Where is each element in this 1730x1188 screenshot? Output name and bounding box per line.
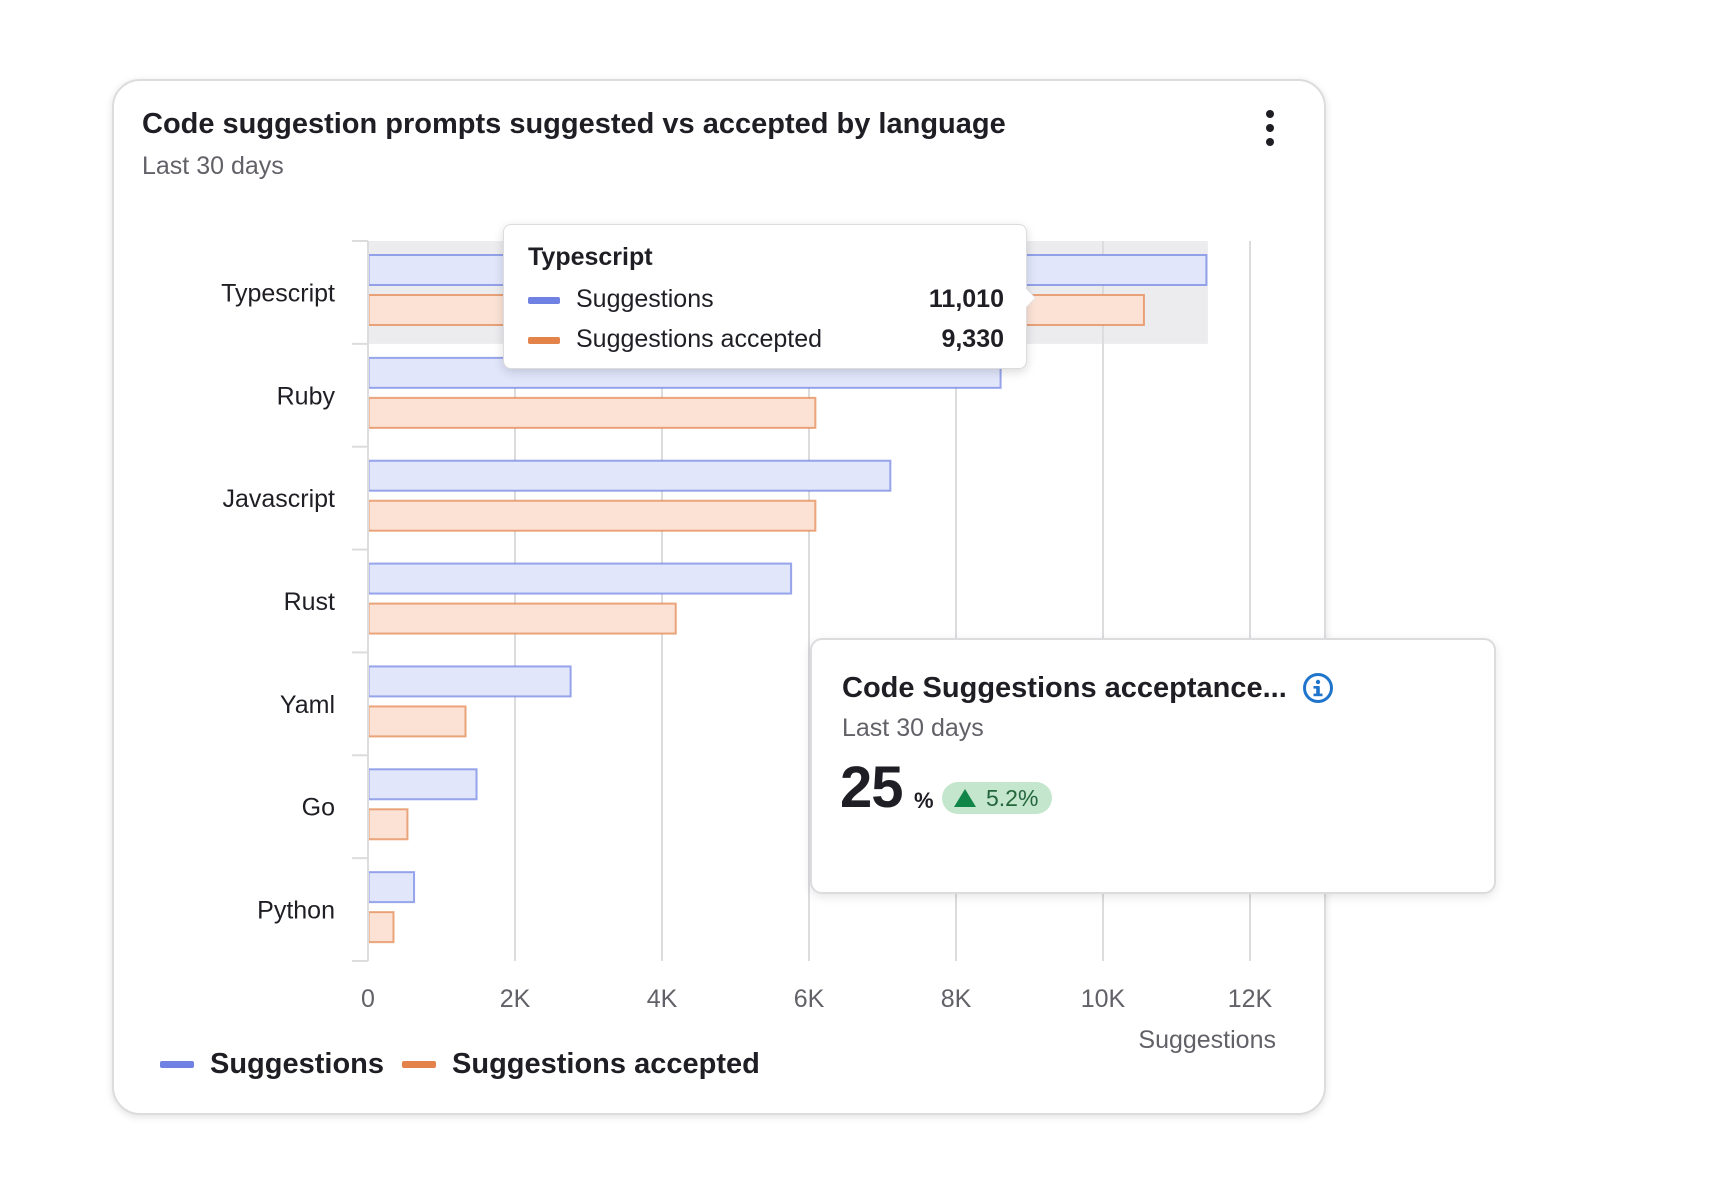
y-tick-label: Typescript bbox=[221, 279, 335, 307]
tooltip-value: 11,010 bbox=[928, 285, 1004, 313]
chart-tooltip: Typescript Suggestions 11,010 Suggestion… bbox=[503, 224, 1027, 369]
trend-value: 5.2% bbox=[986, 784, 1039, 811]
bar-suggestions-python bbox=[367, 871, 416, 904]
bar-suggestions-rust bbox=[367, 562, 793, 595]
bar-suggestions-go bbox=[367, 768, 478, 801]
tooltip-value: 9,330 bbox=[941, 325, 1004, 353]
y-tick-label: Yaml bbox=[280, 691, 335, 719]
legend-item-suggestions[interactable]: Suggestions bbox=[160, 1048, 384, 1081]
x-tick-label: 4K bbox=[647, 985, 678, 1013]
tooltip-swatch bbox=[528, 337, 560, 344]
bar-suggestions-accepted-yaml bbox=[367, 705, 467, 738]
tooltip-row: Suggestions accepted 9,330 bbox=[528, 325, 1004, 355]
legend-swatch-suggestions-accepted bbox=[402, 1061, 437, 1068]
tooltip-swatch bbox=[528, 297, 560, 304]
tooltip-row: Suggestions 11,010 bbox=[528, 285, 1004, 315]
x-tick-label: 10K bbox=[1081, 985, 1126, 1013]
x-tick-label: 6K bbox=[794, 985, 825, 1013]
legend-item-suggestions-accepted[interactable]: Suggestions accepted bbox=[402, 1048, 760, 1081]
tooltip-label: Suggestions accepted bbox=[576, 325, 823, 353]
legend-swatch-suggestions bbox=[160, 1061, 194, 1068]
x-tick-label: 12K bbox=[1228, 985, 1273, 1013]
y-tick-label: Go bbox=[302, 794, 335, 822]
tooltip-label: Suggestions bbox=[576, 285, 714, 313]
bar-suggestions-accepted-python bbox=[367, 911, 395, 944]
x-tick-label: 2K bbox=[500, 985, 531, 1013]
kpi-value: 25 bbox=[840, 755, 904, 820]
chart-legend: Suggestions Suggestions accepted bbox=[160, 1048, 778, 1081]
y-tick-label: Rust bbox=[284, 588, 335, 616]
bar-suggestions-accepted-javascript bbox=[367, 499, 817, 532]
tooltip-pointer bbox=[1026, 289, 1035, 307]
info-icon[interactable] bbox=[1302, 672, 1334, 704]
trend-badge: 5.2% bbox=[942, 782, 1053, 814]
y-tick-label: Javascript bbox=[222, 485, 335, 513]
x-axis-title: Suggestions bbox=[1138, 1026, 1276, 1054]
bar-suggestions-accepted-ruby bbox=[367, 396, 817, 429]
y-tick-label: Ruby bbox=[277, 382, 336, 410]
bar-suggestions-accepted-rust bbox=[367, 602, 677, 635]
kpi-title: Code Suggestions acceptance... bbox=[842, 672, 1287, 704]
bar-suggestions-yaml bbox=[367, 665, 572, 698]
y-tick-label: Python bbox=[257, 897, 335, 925]
bar-suggestions-accepted-go bbox=[367, 808, 409, 841]
arrow-up-icon bbox=[954, 789, 976, 807]
tooltip-title: Typescript bbox=[528, 243, 653, 271]
card-subtitle: Last 30 days bbox=[142, 152, 284, 180]
x-tick-label: 0 bbox=[361, 985, 375, 1013]
legend-label: Suggestions bbox=[210, 1048, 385, 1080]
kpi-card: Code Suggestions acceptance... Last 30 d… bbox=[810, 638, 1496, 894]
card-title: Code suggestion prompts suggested vs acc… bbox=[142, 108, 1006, 140]
x-tick-label: 8K bbox=[941, 985, 972, 1013]
kebab-menu-icon[interactable] bbox=[1258, 108, 1282, 148]
bar-suggestions-javascript bbox=[367, 459, 892, 492]
legend-label: Suggestions accepted bbox=[452, 1048, 760, 1080]
kpi-unit: % bbox=[914, 788, 934, 813]
kpi-subtitle: Last 30 days bbox=[842, 714, 984, 742]
